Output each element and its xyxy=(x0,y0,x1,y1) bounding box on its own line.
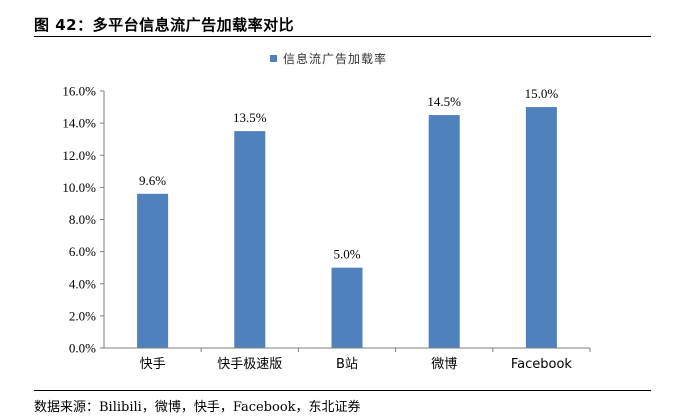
bar xyxy=(331,267,363,348)
y-tick-label: 0.0% xyxy=(69,341,96,356)
y-tick-label: 10.0% xyxy=(62,180,96,195)
y-tick-label: 12.0% xyxy=(62,148,96,163)
x-tick-label: 快手极速版 xyxy=(217,357,282,372)
figure-title: 图 42：多平台信息流广告加载率对比 xyxy=(34,16,295,34)
legend: 信息流广告加载率 xyxy=(270,51,387,66)
y-axis: 0.0% 2.0% 4.0% 6.0% 8.0% 10.0% 12.0% 14.0% 16.0% xyxy=(62,84,105,356)
x-tick-label: 微博 xyxy=(431,357,457,372)
x-tick-label: 快手 xyxy=(140,357,166,372)
data-label: 14.5% xyxy=(427,94,461,109)
x-axis: 快手 快手极速版 B站 微博 Facebook xyxy=(104,347,591,372)
data-label: 13.5% xyxy=(233,110,267,125)
y-tick-label: 4.0% xyxy=(69,276,96,291)
x-tick-label: B站 xyxy=(336,357,358,372)
bottom-rule xyxy=(34,390,651,391)
bar xyxy=(428,115,460,348)
data-label: 15.0% xyxy=(525,86,559,101)
legend-label: 信息流广告加载率 xyxy=(283,51,387,66)
bar-chart: 信息流广告加载率 0.0% 2.0% 4.0% 6.0% 8.0% 10.0% 12.0% 1… xyxy=(62,51,591,372)
bar xyxy=(137,193,169,348)
bars: 9.6% 13.5% 5.0% 14.5% 15.0% xyxy=(137,86,558,348)
x-tick-label: Facebook xyxy=(511,357,573,372)
bar xyxy=(234,131,266,348)
y-tick-label: 6.0% xyxy=(69,244,96,259)
data-label: 9.6% xyxy=(139,173,166,188)
top-rule xyxy=(34,36,651,37)
y-tick-label: 14.0% xyxy=(62,116,96,131)
y-tick-label: 2.0% xyxy=(69,308,96,323)
y-tick-label: 16.0% xyxy=(62,84,96,99)
y-tick-label: 8.0% xyxy=(69,212,96,227)
source-note: 数据来源：Bilibili，微博，快手，Facebook，东北证券 xyxy=(34,400,361,415)
data-label: 5.0% xyxy=(333,247,360,262)
bar xyxy=(525,107,557,348)
legend-swatch xyxy=(270,55,277,62)
